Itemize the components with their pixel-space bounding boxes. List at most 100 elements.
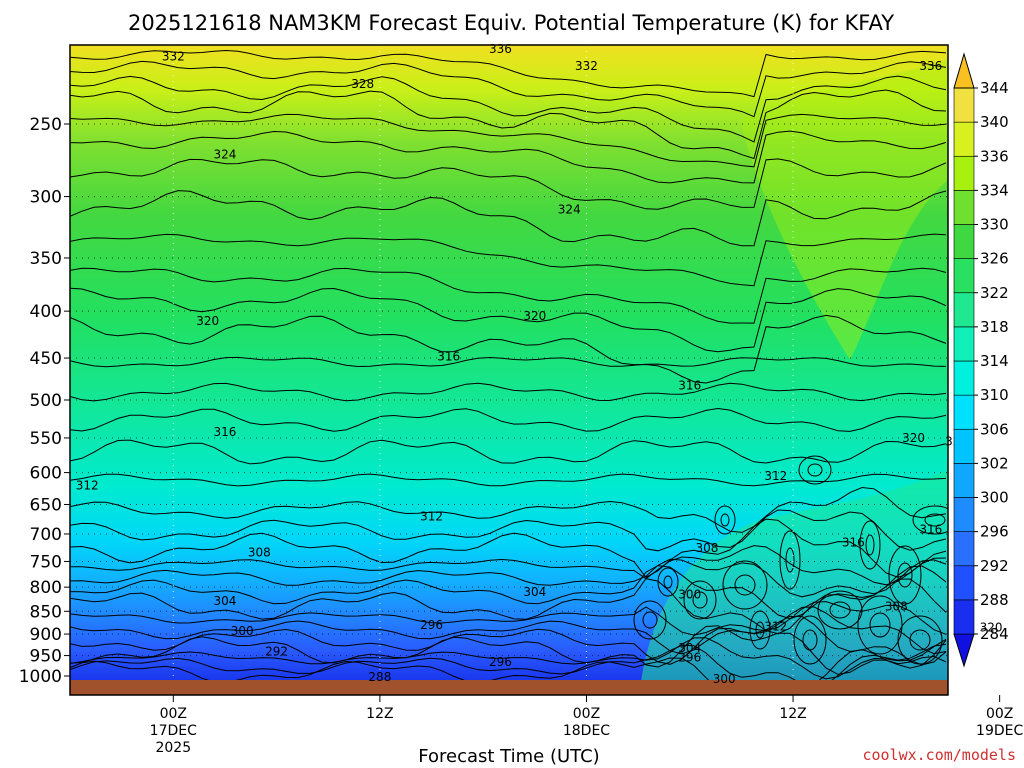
y-tick-label: 500	[30, 391, 62, 411]
contour-label: 336	[489, 42, 512, 56]
y-tick-label: 950	[30, 647, 62, 667]
colorbar-swatch	[953, 360, 975, 396]
y-tick-label: 400	[30, 302, 62, 322]
x-tick-label: 00Z	[160, 706, 187, 722]
contour-cell-inner	[755, 621, 765, 639]
contour-label-text: 312	[764, 619, 787, 633]
contour-label: 292	[265, 644, 288, 658]
colorbar-max-arrow	[953, 52, 975, 89]
contour-line	[70, 75, 947, 143]
contour-cell	[798, 455, 832, 485]
contour-cell	[683, 580, 717, 620]
contour-line	[70, 637, 947, 680]
x-tick-label: 2025	[155, 740, 191, 756]
contour-cell	[888, 545, 922, 605]
contour-label-text: 292	[265, 644, 288, 658]
contour-label-text: 316	[437, 349, 460, 363]
contour-label: 324	[213, 148, 236, 162]
y-tick-label: 350	[30, 249, 62, 269]
contour-line	[70, 545, 947, 586]
contour-label-text: 308	[885, 600, 908, 614]
contour-line	[70, 190, 947, 247]
y-tick-label: 750	[30, 552, 62, 572]
contour-line	[70, 60, 947, 118]
contour-label-text: 336	[919, 59, 942, 73]
contour-label-text: 316	[678, 378, 701, 392]
dry-region	[740, 60, 948, 360]
contour-line	[70, 314, 947, 384]
x-tick-label: 18DEC	[563, 723, 610, 739]
colorbar-swatch	[953, 428, 975, 464]
contour-label: 312	[764, 469, 787, 483]
contour-label: 320	[980, 620, 1003, 634]
colorbar-tick-label: 326	[980, 250, 1009, 268]
chart-title: 2025121618 NAM3KM Forecast Equiv. Potent…	[128, 11, 894, 35]
contour-label-text: 304	[213, 594, 236, 608]
contour-line	[70, 439, 947, 465]
contour-cell-inner	[642, 611, 658, 629]
colorbar-tick-label: 310	[980, 386, 1009, 404]
colorbar-tick-label: 318	[980, 318, 1009, 336]
contour-label: 336	[919, 59, 942, 73]
contour-line	[70, 558, 947, 598]
contour-line	[70, 565, 947, 620]
contour-label-text: 328	[351, 77, 374, 91]
contour-line	[70, 407, 947, 432]
colorbar-tick-label: 344	[980, 79, 1009, 97]
contour-label: 308	[885, 600, 908, 614]
contour-label: 296	[678, 651, 701, 665]
contour-label: 312	[420, 510, 443, 524]
colorbar-swatch	[953, 87, 975, 123]
contour-labels: 336 332 332 336 328 324 324 320 320 316 316 316 320 3…	[76, 42, 1003, 686]
contour-cell-inner	[924, 513, 946, 527]
contour-label-text: 332	[162, 49, 185, 63]
contour-label: 312	[76, 479, 99, 493]
contour-cell	[657, 567, 679, 597]
contour-label: 300	[231, 624, 254, 638]
contour-cell-inner	[692, 591, 708, 609]
y-tick-label: 550	[30, 429, 62, 449]
y-tick-label: 1000	[19, 667, 62, 687]
colorbar-tick-label: 292	[980, 557, 1009, 575]
contour-label-text: 312	[420, 510, 443, 524]
contour-line	[70, 601, 947, 636]
colorbar-tick-label: 302	[980, 454, 1009, 472]
moist-region	[640, 470, 948, 690]
colorbar-swatch	[953, 155, 975, 191]
contour-cell	[722, 560, 768, 610]
contour-label: 304	[213, 594, 236, 608]
contour-line	[70, 356, 947, 368]
contour-label-text: 308	[696, 541, 719, 555]
colorbar-tick-label: 322	[980, 284, 1009, 302]
y-tick-label: 650	[30, 495, 62, 515]
contour-line	[70, 625, 947, 675]
contour-label-text: 324	[558, 203, 581, 217]
colorbar-tick-label: 334	[980, 181, 1009, 199]
contour-label: 316	[842, 535, 865, 549]
colorbar-tick-label: 306	[980, 420, 1009, 438]
contour-cell-inner	[829, 601, 851, 619]
colorbar-tick-label: 340	[980, 113, 1009, 131]
colorbar-swatch	[953, 463, 975, 498]
y-tick-label: 250	[30, 115, 62, 135]
contour-cell	[779, 530, 801, 590]
contour-label: 304	[523, 585, 546, 599]
contour-line	[70, 233, 947, 287]
contour-label-text: 316	[919, 522, 942, 536]
contour-cell-inner	[909, 629, 931, 651]
contour-line	[70, 382, 947, 402]
contour-line	[70, 509, 947, 552]
x-tick-label: 00Z	[986, 706, 1013, 722]
contour-line	[70, 578, 947, 635]
contour-label: 332	[162, 49, 185, 63]
colorbar-swatch	[953, 497, 975, 532]
contour-label: 304	[678, 641, 701, 655]
y-tick-label: 700	[30, 525, 62, 545]
contour-label: 320	[196, 314, 219, 328]
contour-label: 316	[919, 522, 942, 536]
colorbar: 284 288 292 296 300 302 306 310 314 318 322 326 330 3…	[953, 52, 1009, 668]
contour-label-text: 300	[713, 672, 736, 686]
contour-label-text: 320	[902, 431, 925, 445]
x-tick-label: 12Z	[779, 706, 806, 722]
